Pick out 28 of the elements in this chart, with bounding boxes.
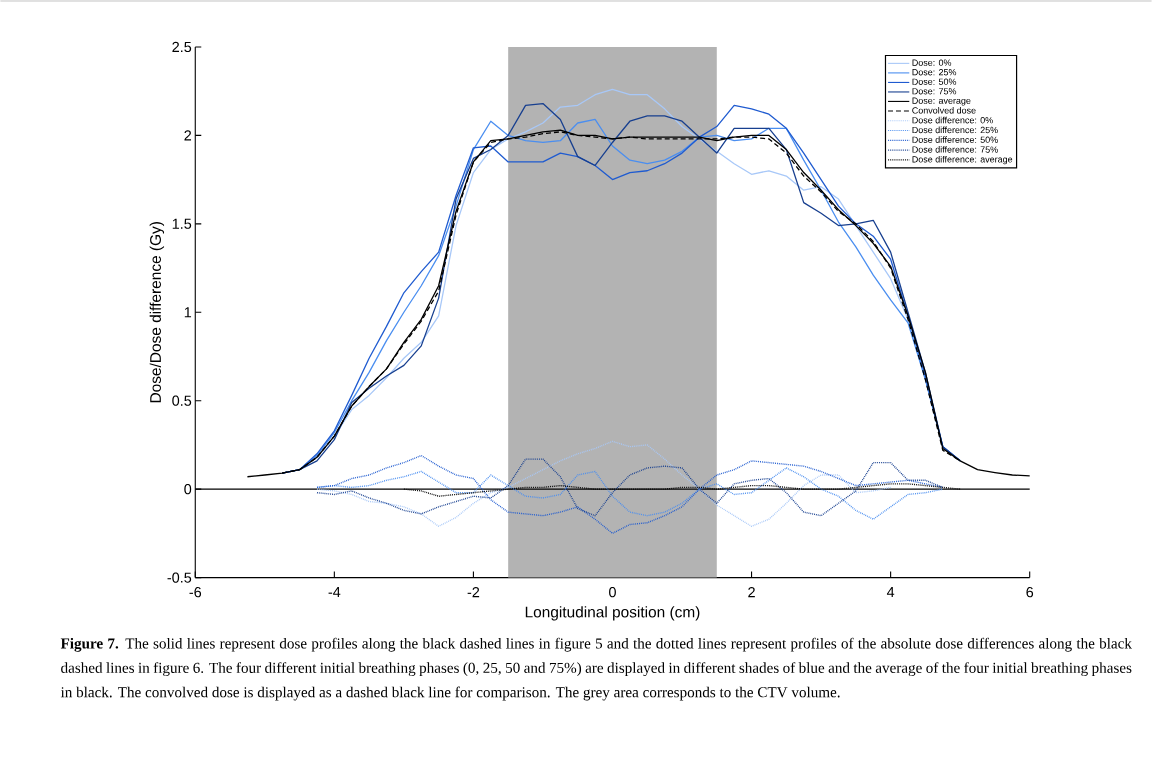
legend-label: Dose: 25% (912, 68, 957, 76)
legend-label: Dose difference: 75% (912, 145, 998, 153)
legend-label: Dose difference: average (912, 155, 1013, 165)
y-tick-label: 2 (184, 130, 192, 141)
x-tick-label: -6 (189, 586, 202, 598)
legend-label: Dose: average (912, 97, 971, 106)
x-tick-label: -2 (467, 586, 480, 597)
legend-label: Dose: 0% (912, 59, 952, 66)
legend-label: Dose: 50% (912, 78, 957, 85)
text: Figure 7. The solid lines represent dose profiles along the black dashed lines in figure 5 and the dotted lines represent profiles of the absolute dose differences along the black dashed lines in figure 6. The four different initial breathing phases (0, 25, 50 and 75%) are displayed in different shades of blue and the average of the four initial breathing phases in black. The convolved dose is displayed as a dashed black line for comparison. The grey area corresponds to the CTV volume. (60, 637, 1132, 701)
y-tick-label: 0.5 (172, 395, 192, 406)
y-tick-label: 1 (184, 307, 192, 318)
legend-label: Convolved dose (912, 106, 976, 114)
x-tick-label: 2 (748, 586, 755, 597)
y-axis-title: Dose/Dose difference (Gy) (149, 221, 165, 402)
legend-label: Dose difference: 0% (912, 116, 993, 124)
x-tick-label: 0 (609, 586, 616, 598)
legend-label: Dose difference: 50% (912, 136, 998, 143)
legend-label: Dose: 75% (912, 87, 957, 95)
y-tick-label: -0.5 (167, 572, 192, 583)
y-tick-label: 1.5 (172, 218, 192, 229)
legend-label: Dose difference: 25% (912, 126, 998, 133)
y-tick-label: 0 (184, 483, 192, 495)
y-tick-label: 2.5 (172, 41, 192, 52)
x-tick-label: 6 (1026, 586, 1034, 598)
x-tick-label: 4 (886, 586, 895, 597)
x-tick-label: -4 (328, 586, 341, 597)
x-axis-title: Longitudinal position (cm) (525, 605, 700, 621)
